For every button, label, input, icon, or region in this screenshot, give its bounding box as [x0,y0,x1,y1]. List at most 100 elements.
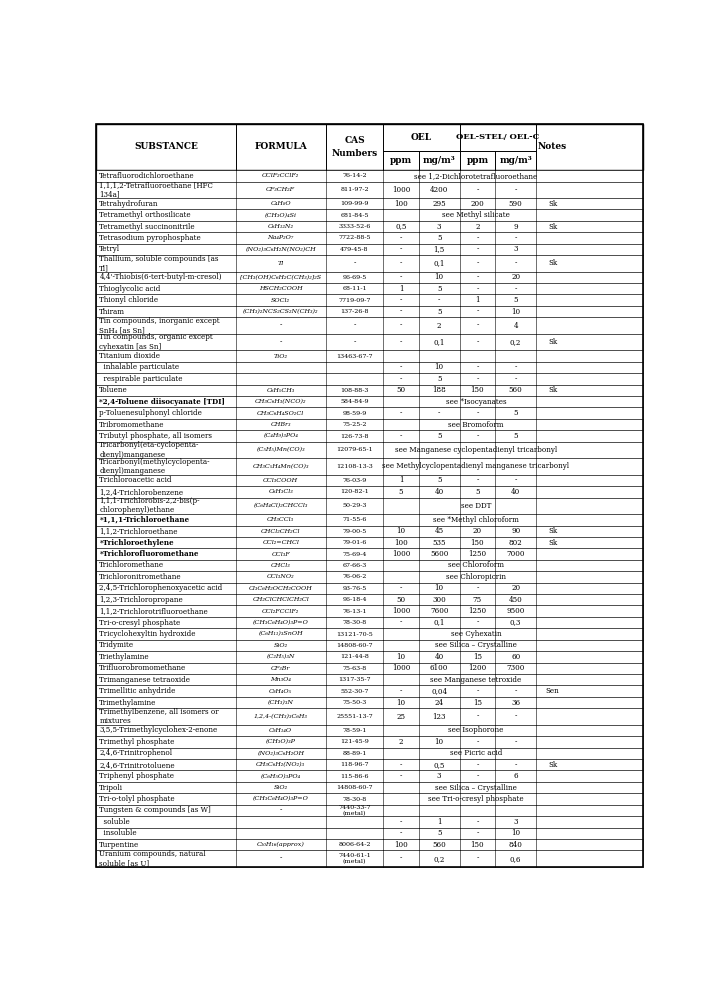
Text: 552-30-7: 552-30-7 [340,689,368,694]
Text: see Chloropicrin: see Chloropicrin [446,573,506,581]
Text: C₉H₄O₅: C₉H₄O₅ [269,689,292,694]
Text: 36: 36 [511,698,521,706]
Text: -: - [477,375,479,383]
Text: 10: 10 [511,308,521,316]
Text: C₉H₁₄O: C₉H₁₄O [269,728,292,733]
Text: -: - [477,432,479,440]
Text: 1: 1 [399,477,403,485]
Text: -: - [399,854,402,862]
Text: 590: 590 [509,200,523,208]
Text: see Silica – Crystalline: see Silica – Crystalline [435,642,517,649]
Text: (CH₃O)₄Si: (CH₃O)₄Si [265,213,297,218]
Text: -: - [515,259,517,268]
Text: 1000: 1000 [392,664,410,672]
Text: Thionyl chloride: Thionyl chloride [99,296,159,304]
Text: 1,1,2-Trichloroethane: 1,1,2-Trichloroethane [99,527,178,536]
Bar [97,407,642,419]
Text: -: - [353,338,355,346]
Bar [97,181,642,198]
Text: 584-84-9: 584-84-9 [340,399,368,404]
Text: 12079-65-1: 12079-65-1 [336,447,373,452]
Text: 2,4,6-Trinitrotoluene: 2,4,6-Trinitrotoluene [99,760,175,769]
Text: *1,1,1-Trichloroethane: *1,1,1-Trichloroethane [99,516,190,524]
Text: see Bromoform: see Bromoform [448,421,504,429]
Text: 96-18-4: 96-18-4 [342,597,367,602]
Text: -: - [477,308,479,316]
Text: 12108-13-3: 12108-13-3 [336,464,373,469]
Text: 25551-13-7: 25551-13-7 [336,714,373,719]
Bar [97,651,642,662]
Text: -: - [477,818,479,826]
Bar [97,617,642,628]
Text: Notes: Notes [538,142,567,151]
Bar [97,736,642,748]
Bar [97,804,642,816]
Text: SiO₂: SiO₂ [274,643,288,647]
Text: (CH₃O)₃P: (CH₃O)₃P [266,740,296,745]
Text: 811-97-2: 811-97-2 [340,187,369,192]
Bar [97,748,642,759]
Text: -: - [399,619,402,627]
Text: -: - [399,760,402,769]
Text: 0,2: 0,2 [510,338,521,346]
Text: 10: 10 [435,585,443,593]
Bar [97,605,642,617]
Text: Thioglycolic acid: Thioglycolic acid [99,284,161,292]
Text: OEL-STEL/ OEL-C: OEL-STEL/ OEL-C [456,133,539,141]
Text: Tungsten & compounds [as W]: Tungsten & compounds [as W] [99,806,211,814]
Text: ppm: ppm [466,156,489,165]
Text: Sk: Sk [548,527,557,536]
Text: 5: 5 [437,308,441,316]
Text: CClF₂CClF₂: CClF₂CClF₂ [262,174,299,179]
Text: 1317-35-7: 1317-35-7 [338,677,371,682]
Text: Sen: Sen [546,687,559,696]
Text: 5: 5 [437,829,441,838]
Text: (C₂H₅)₃N: (C₂H₅)₃N [267,654,295,659]
Text: 15: 15 [473,653,482,661]
Text: 5: 5 [399,488,403,495]
Text: 5: 5 [437,234,441,242]
Bar [97,198,642,209]
Text: 1000: 1000 [392,550,410,558]
Text: 9: 9 [513,223,518,231]
Text: -: - [399,829,402,838]
Text: -: - [477,284,479,292]
Text: 188: 188 [433,387,446,394]
Text: 8006-64-2: 8006-64-2 [338,843,371,848]
Text: CF₃CH₂F: CF₃CH₂F [266,187,295,192]
Text: 7440-33-7
(metal): 7440-33-7 (metal) [338,805,371,816]
Text: -: - [399,375,402,383]
Text: 50-29-3: 50-29-3 [342,503,367,508]
Text: 3: 3 [513,818,518,826]
Text: 126-73-8: 126-73-8 [340,434,368,439]
Text: -: - [477,338,479,346]
Text: 90: 90 [511,527,521,536]
Text: -: - [399,409,402,417]
Text: -: - [515,687,517,696]
Text: 150: 150 [471,539,485,546]
Text: [CH₃(OH)C₆H₂C(CH₃)₂]₂S: [CH₃(OH)C₆H₂C(CH₃)₂]₂S [240,275,322,280]
Text: Tricyclohexyltin hydroxide: Tricyclohexyltin hydroxide [99,630,196,638]
Text: 5: 5 [437,375,441,383]
Text: CCl₃COOH: CCl₃COOH [263,478,298,483]
Bar [97,294,642,306]
Text: -: - [477,234,479,242]
Bar [97,628,642,640]
Text: Tin compounds, inorganic except
SnH₄ [as Sn]: Tin compounds, inorganic except SnH₄ [as… [99,317,220,335]
Text: 137-26-8: 137-26-8 [340,309,368,314]
Text: -: - [477,829,479,838]
Text: Sk: Sk [548,200,557,208]
Bar [97,334,642,350]
Text: Tetrasodium pyrophosphate: Tetrasodium pyrophosphate [99,234,201,242]
Bar [97,708,642,725]
Text: 60: 60 [511,653,521,661]
Bar [97,851,642,867]
Text: 1,1,1,2-Tetrafluoroethane [HFC
134a]: 1,1,1,2-Tetrafluoroethane [HFC 134a] [99,181,213,198]
Bar [97,243,642,255]
Text: Turpentine: Turpentine [99,841,140,849]
Text: 71-55-6: 71-55-6 [342,517,367,522]
Text: 681-84-5: 681-84-5 [340,213,368,218]
Text: Sk: Sk [548,539,557,546]
Text: see 1,2-Dichlorotetrafluoroethane: see 1,2-Dichlorotetrafluoroethane [415,172,538,180]
Text: -: - [280,806,282,814]
